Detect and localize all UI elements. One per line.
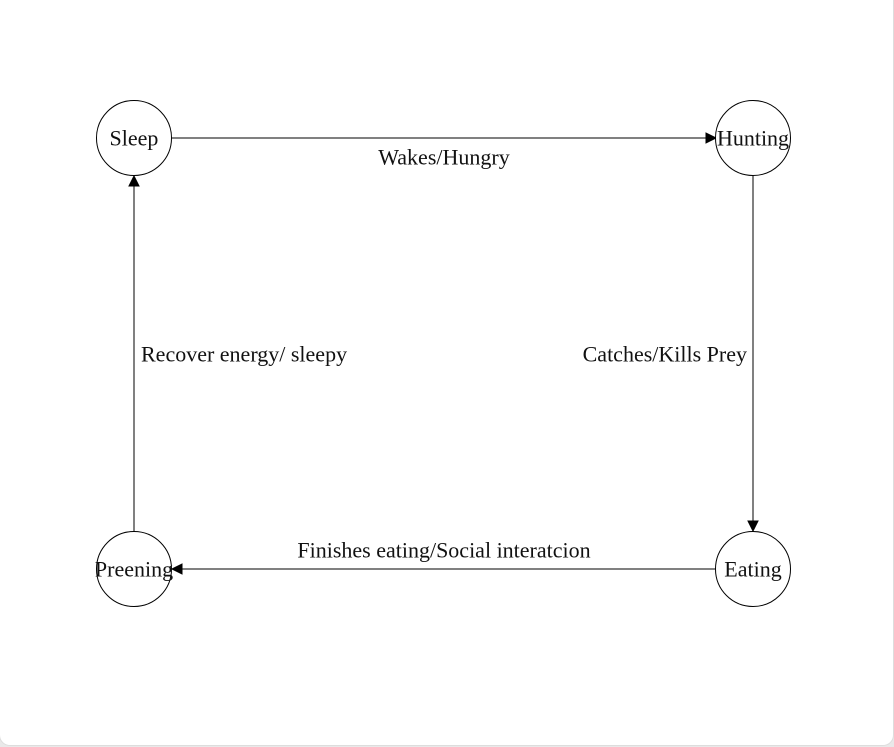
state-hunting[interactable]: Hunting <box>715 100 791 176</box>
state-sleep[interactable]: Sleep <box>96 100 172 176</box>
transition-label-catches-prey: Catches/Kills Prey <box>583 342 747 367</box>
arrow-head-icon <box>747 520 759 533</box>
state-label-preening: Preening <box>95 557 173 582</box>
state-label-hunting: Hunting <box>717 126 789 151</box>
state-eating[interactable]: Eating <box>715 531 791 607</box>
state-preening[interactable]: Preening <box>95 531 173 607</box>
state-circle <box>715 531 791 607</box>
edge-sleep-to-hunting[interactable] <box>172 132 718 144</box>
arrow-head-icon <box>705 132 718 144</box>
state-circle <box>96 531 172 607</box>
transition-label-recover-energy: Recover energy/ sleepy <box>141 342 347 367</box>
arrow-head-icon <box>128 174 140 187</box>
state-circle <box>96 100 172 176</box>
arrow-head-icon <box>170 563 183 575</box>
edge-eating-to-preening[interactable] <box>170 563 715 575</box>
state-label-eating: Eating <box>724 557 781 582</box>
state-label-sleep: Sleep <box>110 126 159 151</box>
edge-preening-to-sleep[interactable] <box>128 174 140 531</box>
state-circle <box>715 100 791 176</box>
transition-label-finishes-eating: Finishes eating/Social interatcion <box>297 538 590 563</box>
edge-hunting-to-eating[interactable] <box>747 176 759 533</box>
transition-label-wakes-hungry: Wakes/Hungry <box>378 145 509 170</box>
